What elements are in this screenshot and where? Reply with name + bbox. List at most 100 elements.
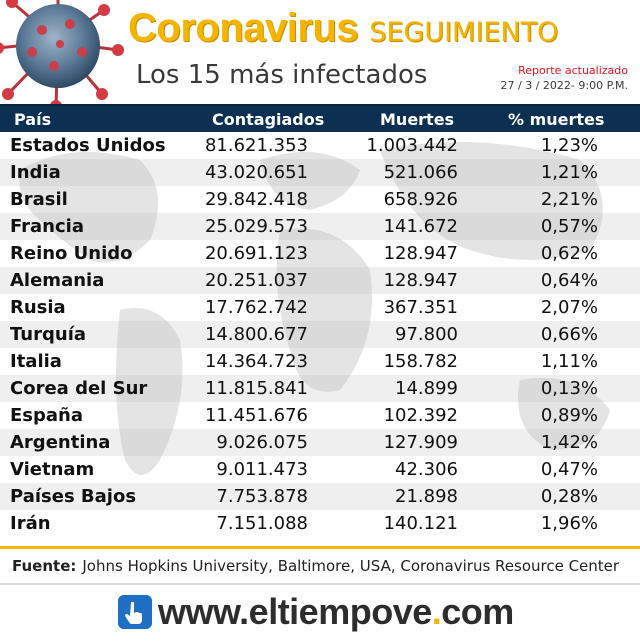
cell-deaths: 21.898 [395, 486, 458, 507]
data-table: País Contagiados Muertes % muertes Estad… [0, 104, 640, 540]
cell-country: España [10, 405, 84, 426]
hand-pointer-icon [118, 595, 152, 629]
table-row: Alemania 20.251.037 128.947 0,64% [0, 267, 640, 294]
cell-country: Vietnam [10, 459, 95, 480]
cell-deaths: 141.672 [383, 216, 458, 237]
cell-deaths: 97.800 [395, 324, 458, 345]
table-row: Reino Unido 20.691.123 128.947 0,62% [0, 240, 640, 267]
report-info: Reporte actualizado 27 / 3 / 2022- 9:00 … [501, 64, 628, 92]
table-row: Irán 7.151.088 140.121 1,96% [0, 510, 640, 537]
cell-pct: 1,42% [540, 432, 598, 453]
cell-pct: 0,28% [540, 486, 598, 507]
cell-pct: 1,21% [540, 162, 598, 183]
cell-country: Italia [10, 351, 62, 372]
table-row: Rusia 17.762.742 367.351 2,07% [0, 294, 640, 321]
table-row: Estados Unidos 81.621.353 1.003.442 1,23% [0, 132, 640, 159]
title-sub: SEGUIMIENTO [369, 17, 559, 48]
source-label: Fuente: [12, 557, 77, 575]
cell-pct: 0,66% [540, 324, 598, 345]
cell-deaths: 14.899 [395, 378, 458, 399]
cell-country: Argentina [10, 432, 111, 453]
cell-pct: 0,89% [540, 405, 598, 426]
table-row: Francia 25.029.573 141.672 0,57% [0, 213, 640, 240]
world-map-icon [19, 142, 610, 475]
table-header: País Contagiados Muertes % muertes [0, 104, 640, 132]
cell-cases: 14.364.723 [204, 351, 308, 372]
cell-cases: 11.451.676 [204, 405, 308, 426]
cell-cases: 9.026.075 [216, 432, 308, 453]
url-bar: www.eltiempove.com [0, 583, 640, 642]
source-text: Johns Hopkins University, Baltimore, USA… [82, 557, 620, 575]
cell-country: India [10, 162, 61, 183]
table-row: Argentina 9.026.075 127.909 1,42% [0, 429, 640, 456]
cell-deaths: 367.351 [383, 297, 458, 318]
cell-cases: 25.029.573 [204, 216, 308, 237]
cell-deaths: 140.121 [383, 513, 458, 534]
report-date: 27 / 3 / 2022- 9:00 P.M. [500, 79, 628, 92]
cell-country: Reino Unido [10, 243, 133, 264]
column-header-pct: % muertes [508, 109, 605, 129]
table-row: Brasil 29.842.418 658.926 2,21% [0, 186, 640, 213]
title: Coronavirus SEGUIMIENTO [128, 6, 558, 51]
cell-country: Brasil [10, 189, 68, 210]
cell-deaths: 42.306 [395, 459, 458, 480]
table-row: India 43.020.651 521.066 1,21% [0, 159, 640, 186]
source-bar: Fuente: Johns Hopkins University, Baltim… [0, 546, 640, 583]
cell-pct: 0,62% [540, 243, 598, 264]
site-url[interactable]: www.eltiempove.com [158, 591, 514, 633]
table-row: Corea del Sur 11.815.841 14.899 0,13% [0, 375, 640, 402]
cell-deaths: 521.066 [383, 162, 458, 183]
cell-deaths: 102.392 [383, 405, 458, 426]
cell-country: Turquía [10, 324, 87, 345]
virus-icon [0, 0, 124, 104]
header: Coronavirus SEGUIMIENTO Los 15 más infec… [0, 0, 640, 104]
cell-pct: 0,13% [540, 378, 598, 399]
cell-country: Países Bajos [10, 486, 137, 507]
cell-cases: 7.151.088 [216, 513, 308, 534]
cell-deaths: 158.782 [383, 351, 458, 372]
url-name: eltiempove [248, 591, 433, 632]
column-header-country: País [14, 109, 52, 129]
table-row: España 11.451.676 102.392 0,89% [0, 402, 640, 429]
cell-pct: 1,96% [540, 513, 598, 534]
cell-country: Rusia [10, 297, 66, 318]
cell-cases: 7.753.878 [216, 486, 308, 507]
cell-cases: 11.815.841 [204, 378, 308, 399]
url-suffix: com [441, 591, 514, 632]
cell-deaths: 1.003.442 [366, 135, 458, 156]
table-row: Turquía 14.800.677 97.800 0,66% [0, 321, 640, 348]
table-row: Italia 14.364.723 158.782 1,11% [0, 348, 640, 375]
url-prefix: www. [158, 591, 249, 632]
cell-pct: 0,64% [540, 270, 598, 291]
cell-pct: 2,21% [540, 189, 598, 210]
url-dot: . [431, 591, 442, 632]
table-body: Estados Unidos 81.621.353 1.003.442 1,23% In… [0, 132, 640, 537]
cell-cases: 20.691.123 [204, 243, 308, 264]
cell-deaths: 658.926 [383, 189, 458, 210]
cell-cases: 17.762.742 [204, 297, 308, 318]
cell-cases: 9.011.473 [216, 459, 308, 480]
cell-deaths: 128.947 [383, 270, 458, 291]
cell-cases: 29.842.418 [204, 189, 308, 210]
cell-deaths: 128.947 [383, 243, 458, 264]
cell-country: Corea del Sur [10, 378, 148, 399]
cell-cases: 20.251.037 [204, 270, 308, 291]
column-header-cases: Contagiados [212, 109, 325, 129]
table-row: Países Bajos 7.753.878 21.898 0,28% [0, 483, 640, 510]
cell-country: Estados Unidos [10, 135, 166, 156]
cell-cases: 43.020.651 [204, 162, 308, 183]
cell-cases: 81.621.353 [204, 135, 308, 156]
title-main: Coronavirus [128, 6, 359, 50]
cell-pct: 2,07% [540, 297, 598, 318]
cell-deaths: 127.909 [383, 432, 458, 453]
report-label: Reporte actualizado [518, 64, 628, 77]
cell-country: Francia [10, 216, 84, 237]
column-header-deaths: Muertes [380, 109, 455, 129]
cell-country: Alemania [10, 270, 105, 291]
cell-pct: 1,11% [540, 351, 598, 372]
page-subtitle: Los 15 más infectados [136, 60, 428, 90]
cell-cases: 14.800.677 [204, 324, 308, 345]
cell-pct: 0,57% [540, 216, 598, 237]
cell-pct: 0,47% [540, 459, 598, 480]
cell-pct: 1,23% [540, 135, 598, 156]
